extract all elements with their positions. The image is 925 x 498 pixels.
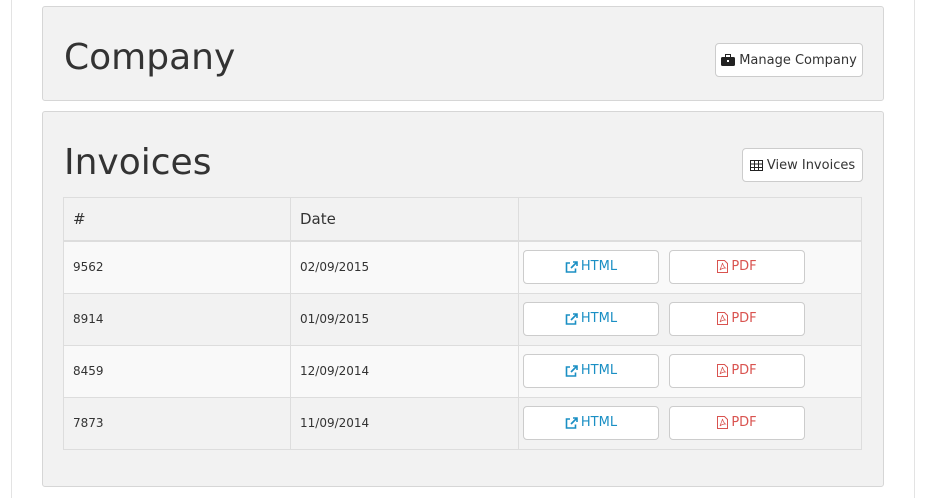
file-pdf-icon [717, 364, 729, 377]
html-label: HTML [580, 363, 618, 378]
pdf-label: PDF [731, 311, 757, 326]
table-row: 9562 02/09/2015 HTML PDF [63, 240, 862, 294]
invoice-actions: HTML PDF [518, 240, 862, 294]
invoice-number: 9562 [63, 240, 291, 294]
file-pdf-icon [717, 416, 729, 429]
invoice-actions: HTML PDF [518, 344, 862, 398]
table-row: 7873 11/09/2014 HTML PDF [63, 396, 862, 450]
html-button[interactable]: HTML [523, 353, 659, 388]
invoice-number: 8914 [63, 292, 291, 346]
pdf-label: PDF [731, 415, 757, 430]
invoices-title: Invoices [64, 142, 212, 183]
html-button[interactable]: HTML [523, 249, 659, 284]
table-row: 8459 12/09/2014 HTML PDF [63, 344, 862, 398]
pdf-button[interactable]: PDF [669, 353, 805, 388]
invoice-date: 12/09/2014 [290, 344, 519, 398]
html-button[interactable]: HTML [523, 405, 659, 440]
invoices-panel: Invoices View Invoices # Date 9562 02/09… [42, 111, 884, 487]
column-header-actions [518, 197, 862, 242]
external-link-icon [565, 312, 578, 325]
pdf-button[interactable]: PDF [669, 301, 805, 336]
invoice-number: 7873 [63, 396, 291, 450]
company-panel: Company Manage Company [42, 6, 884, 101]
pdf-label: PDF [731, 363, 757, 378]
invoice-number: 8459 [63, 344, 291, 398]
company-title: Company [64, 37, 236, 78]
external-link-icon [565, 364, 578, 377]
invoice-date: 11/09/2014 [290, 396, 519, 450]
manage-company-button[interactable]: Manage Company [715, 43, 863, 77]
briefcase-icon [721, 54, 736, 66]
column-header-date: Date [290, 197, 519, 242]
html-button[interactable]: HTML [523, 301, 659, 336]
table-icon [749, 159, 763, 171]
view-invoices-label: View Invoices [766, 157, 856, 173]
html-label: HTML [580, 415, 618, 430]
invoices-table: # Date 9562 02/09/2015 HTML PDF 8914 01/… [63, 197, 862, 450]
view-invoices-button[interactable]: View Invoices [742, 148, 863, 182]
invoice-date: 02/09/2015 [290, 240, 519, 294]
pdf-label: PDF [731, 259, 757, 274]
file-pdf-icon [717, 260, 729, 273]
manage-company-label: Manage Company [739, 52, 857, 68]
invoice-actions: HTML PDF [518, 396, 862, 450]
table-row: 8914 01/09/2015 HTML PDF [63, 292, 862, 346]
html-label: HTML [580, 259, 618, 274]
invoice-date: 01/09/2015 [290, 292, 519, 346]
invoice-actions: HTML PDF [518, 292, 862, 346]
file-pdf-icon [717, 312, 729, 325]
external-link-icon [565, 260, 578, 273]
page-container [11, 0, 915, 498]
html-label: HTML [580, 311, 618, 326]
column-header-number: # [63, 197, 291, 242]
pdf-button[interactable]: PDF [669, 249, 805, 284]
pdf-button[interactable]: PDF [669, 405, 805, 440]
external-link-icon [565, 416, 578, 429]
